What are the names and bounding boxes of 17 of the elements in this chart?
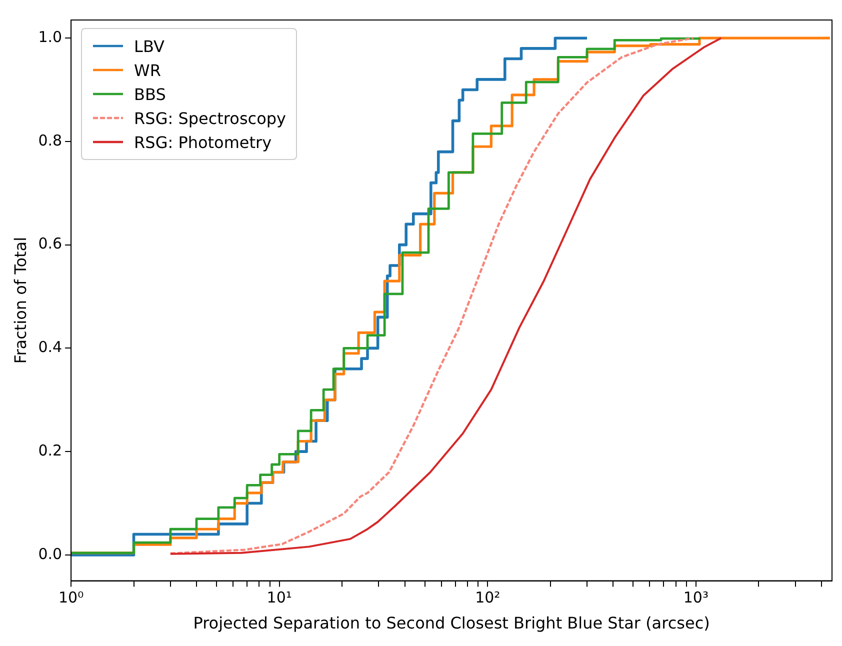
y-tick-label: 1.0	[38, 28, 62, 46]
legend-label: RSG: Photometry	[134, 132, 272, 152]
legend-label: LBV	[134, 36, 164, 56]
x-tick-label: 10³	[683, 588, 708, 607]
y-tick-label: 0.8	[38, 131, 62, 150]
legend-label: WR	[134, 60, 161, 80]
y-tick-label: 0.4	[38, 338, 62, 356]
y-tick-label: 0.2	[38, 441, 62, 460]
legend-label: BBS	[134, 84, 166, 104]
x-tick-label: 10⁰	[58, 588, 84, 607]
y-axis-title: Fraction of Total	[10, 236, 30, 364]
y-tick-label: 0.6	[38, 234, 62, 253]
x-tick-label: 10²	[475, 588, 500, 607]
x-axis-title: Projected Separation to Second Closest Bright Blue Star (arcsec)	[193, 614, 710, 633]
y-tick-label: 0.0	[38, 544, 62, 563]
legend-label: RSG: Spectroscopy	[134, 108, 286, 128]
x-tick-label: 10¹	[266, 588, 292, 607]
